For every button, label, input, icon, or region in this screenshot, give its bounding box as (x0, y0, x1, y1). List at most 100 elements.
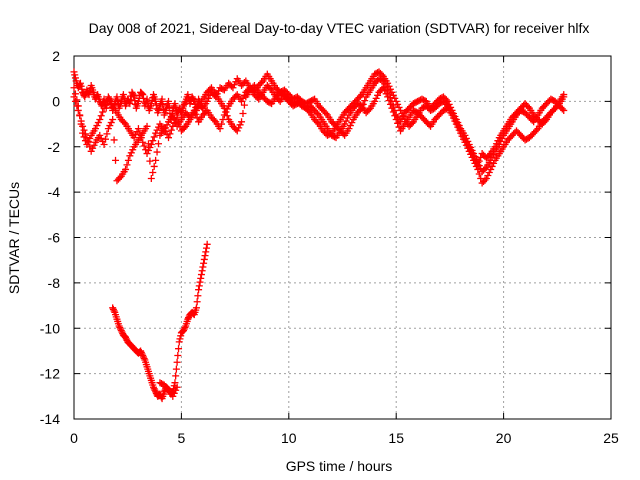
interp-marker (361, 86, 369, 94)
interp-marker (163, 384, 171, 392)
interp-marker (197, 113, 205, 121)
interp-marker (305, 107, 313, 115)
interp-marker (189, 94, 197, 102)
interp-marker (386, 85, 394, 93)
interp-marker (78, 85, 86, 93)
interp-marker (71, 74, 79, 82)
interp-marker (210, 116, 218, 124)
interp-marker (112, 313, 120, 321)
y-tick-label: -4 (48, 184, 61, 200)
interp-marker (460, 133, 468, 141)
interp-marker (144, 140, 152, 148)
interp-marker (157, 379, 165, 387)
interp-marker (458, 130, 466, 138)
interp-marker (217, 85, 225, 93)
interp-marker (112, 106, 120, 114)
data-point-marker (83, 134, 91, 142)
interp-marker (291, 101, 299, 109)
data-markers (70, 68, 568, 403)
data-point-marker (169, 122, 177, 130)
interp-marker (540, 119, 548, 127)
interp-marker (424, 119, 432, 127)
interp-marker (124, 125, 132, 133)
interp-marker (205, 87, 213, 95)
interp-marker (105, 94, 113, 102)
interp-marker (120, 168, 128, 176)
interp-marker (175, 345, 183, 353)
y-tick-label: -8 (48, 275, 61, 291)
interp-marker (200, 109, 208, 117)
interp-marker (239, 80, 247, 88)
interp-marker (97, 134, 105, 142)
interp-marker (157, 97, 165, 105)
interp-marker (342, 117, 350, 125)
interp-marker (376, 69, 384, 77)
interp-marker (206, 111, 214, 119)
interp-marker (160, 390, 167, 398)
interp-marker (114, 320, 122, 328)
interp-marker (147, 374, 155, 382)
interp-marker (321, 108, 329, 116)
data-point-marker (70, 68, 78, 76)
interp-marker (217, 120, 225, 128)
interp-marker (391, 112, 399, 120)
interp-marker (494, 137, 502, 145)
interp-marker (265, 83, 273, 91)
data-point-marker (457, 127, 465, 135)
data-point-marker (470, 152, 478, 160)
interp-marker (408, 119, 416, 127)
interp-marker (451, 115, 459, 123)
interp-marker (175, 118, 183, 126)
interp-marker (548, 96, 556, 104)
interp-marker (369, 100, 377, 108)
interp-marker (411, 99, 419, 107)
data-point-marker (384, 93, 392, 101)
interp-marker (183, 93, 191, 101)
interp-marker (355, 107, 363, 115)
interp-marker (331, 125, 339, 133)
interp-marker (215, 95, 223, 103)
interp-marker (382, 90, 390, 98)
data-point-marker (117, 327, 125, 335)
interp-marker (365, 79, 373, 87)
interp-marker (119, 117, 127, 125)
interp-marker (355, 100, 363, 108)
interp-marker (124, 156, 132, 164)
data-point-marker (195, 286, 203, 294)
interp-marker (205, 94, 213, 102)
data-point-marker (487, 165, 495, 173)
interp-marker (195, 282, 203, 290)
interp-marker (253, 86, 261, 94)
interp-marker (309, 113, 317, 121)
interp-marker (248, 85, 256, 93)
interp-marker (222, 108, 230, 116)
interp-marker (106, 122, 114, 130)
interp-marker (313, 119, 321, 127)
interp-marker (185, 118, 193, 126)
interp-marker (99, 108, 107, 116)
interp-marker (209, 115, 217, 123)
interp-marker (167, 126, 175, 134)
interp-marker (481, 165, 489, 173)
interp-marker (114, 175, 122, 183)
interp-marker (385, 97, 393, 105)
interp-marker (146, 144, 154, 152)
interp-marker (198, 267, 206, 275)
interp-marker (441, 99, 449, 107)
interp-marker (313, 100, 321, 108)
interp-marker (89, 86, 97, 94)
interp-marker (544, 98, 552, 106)
interp-marker (308, 97, 316, 105)
interp-marker (127, 149, 135, 157)
data-point-marker (104, 125, 112, 133)
interp-marker (321, 128, 329, 136)
interp-marker (348, 119, 356, 127)
interp-marker (133, 138, 141, 146)
interp-marker (119, 93, 127, 101)
interp-marker (313, 109, 321, 117)
interp-marker (210, 88, 218, 96)
interp-marker (192, 306, 200, 314)
interp-marker (76, 81, 84, 89)
interp-marker (137, 348, 145, 356)
